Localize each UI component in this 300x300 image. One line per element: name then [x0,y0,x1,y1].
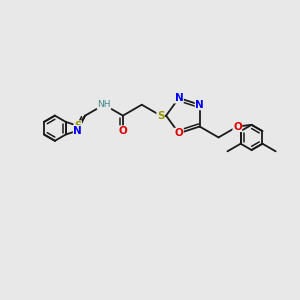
Text: N: N [195,100,204,110]
Text: O: O [175,128,183,138]
Text: N: N [175,93,183,103]
Text: O: O [233,122,242,131]
Text: S: S [74,121,82,131]
Text: S: S [157,111,164,121]
Text: N: N [74,126,82,136]
Text: O: O [118,126,127,136]
Text: NH: NH [97,100,111,109]
